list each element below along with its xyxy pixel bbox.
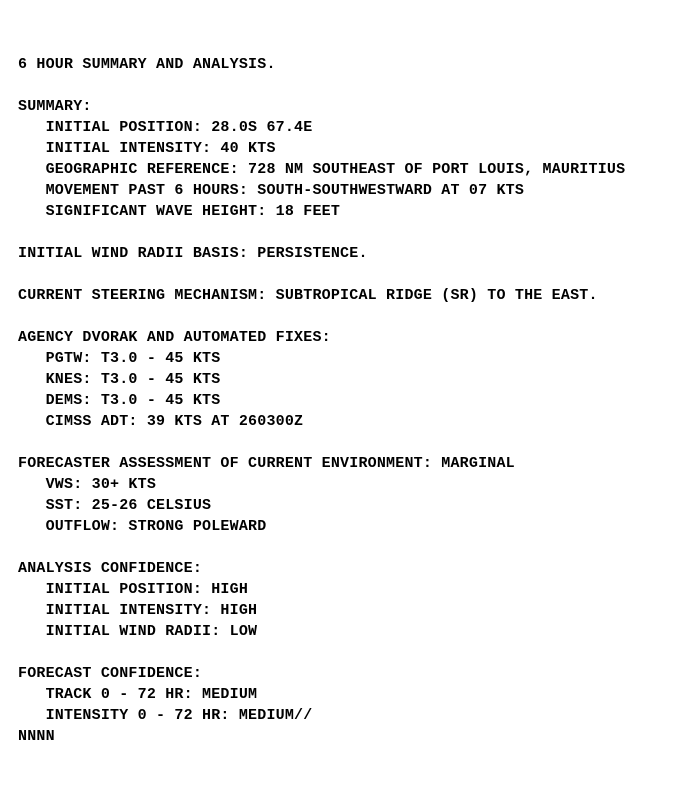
analysis-confidence-position: INITIAL POSITION: HIGH (46, 581, 248, 598)
environment-outflow: OUTFLOW: STRONG POLEWARD (46, 518, 267, 535)
steering-mechanism: CURRENT STEERING MECHANISM: SUBTROPICAL … (18, 287, 598, 304)
message-terminator: NNNN (18, 728, 55, 745)
dvorak-pgtw: PGTW: T3.0 - 45 KTS (46, 350, 221, 367)
analysis-confidence-radii: INITIAL WIND RADII: LOW (46, 623, 258, 640)
summary-wave-height: SIGNIFICANT WAVE HEIGHT: 18 FEET (46, 203, 340, 220)
environment-sst: SST: 25-26 CELSIUS (46, 497, 212, 514)
report-title: 6 HOUR SUMMARY AND ANALYSIS. (18, 56, 276, 73)
forecast-confidence-header: FORECAST CONFIDENCE: (18, 665, 202, 682)
environment-vws: VWS: 30+ KTS (46, 476, 156, 493)
dvorak-dems: DEMS: T3.0 - 45 KTS (46, 392, 221, 409)
dvorak-header: AGENCY DVORAK AND AUTOMATED FIXES: (18, 329, 331, 346)
forecast-confidence-intensity: INTENSITY 0 - 72 HR: MEDIUM// (46, 707, 313, 724)
wind-radii-basis: INITIAL WIND RADII BASIS: PERSISTENCE. (18, 245, 368, 262)
summary-movement: MOVEMENT PAST 6 HOURS: SOUTH-SOUTHWESTWA… (46, 182, 524, 199)
dvorak-knes: KNES: T3.0 - 45 KTS (46, 371, 221, 388)
forecast-confidence-track: TRACK 0 - 72 HR: MEDIUM (46, 686, 258, 703)
summary-header: SUMMARY: (18, 98, 92, 115)
analysis-confidence-header: ANALYSIS CONFIDENCE: (18, 560, 202, 577)
dvorak-cimss: CIMSS ADT: 39 KTS AT 260300Z (46, 413, 304, 430)
summary-initial-position: INITIAL POSITION: 28.0S 67.4E (46, 119, 313, 136)
summary-geo-ref: GEOGRAPHIC REFERENCE: 728 NM SOUTHEAST O… (46, 161, 626, 178)
analysis-confidence-intensity: INITIAL INTENSITY: HIGH (46, 602, 258, 619)
summary-initial-intensity: INITIAL INTENSITY: 40 KTS (46, 140, 276, 157)
environment-header: FORECASTER ASSESSMENT OF CURRENT ENVIRON… (18, 455, 515, 472)
